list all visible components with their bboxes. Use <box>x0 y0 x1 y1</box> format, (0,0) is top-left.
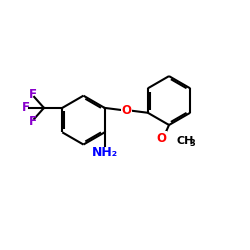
Text: F: F <box>22 102 30 114</box>
Text: CH: CH <box>176 136 194 146</box>
Text: O: O <box>157 132 167 145</box>
Text: F: F <box>29 88 37 101</box>
Text: F: F <box>29 115 37 128</box>
Text: O: O <box>121 104 131 117</box>
Text: 3: 3 <box>190 139 196 148</box>
Text: NH₂: NH₂ <box>92 146 118 159</box>
